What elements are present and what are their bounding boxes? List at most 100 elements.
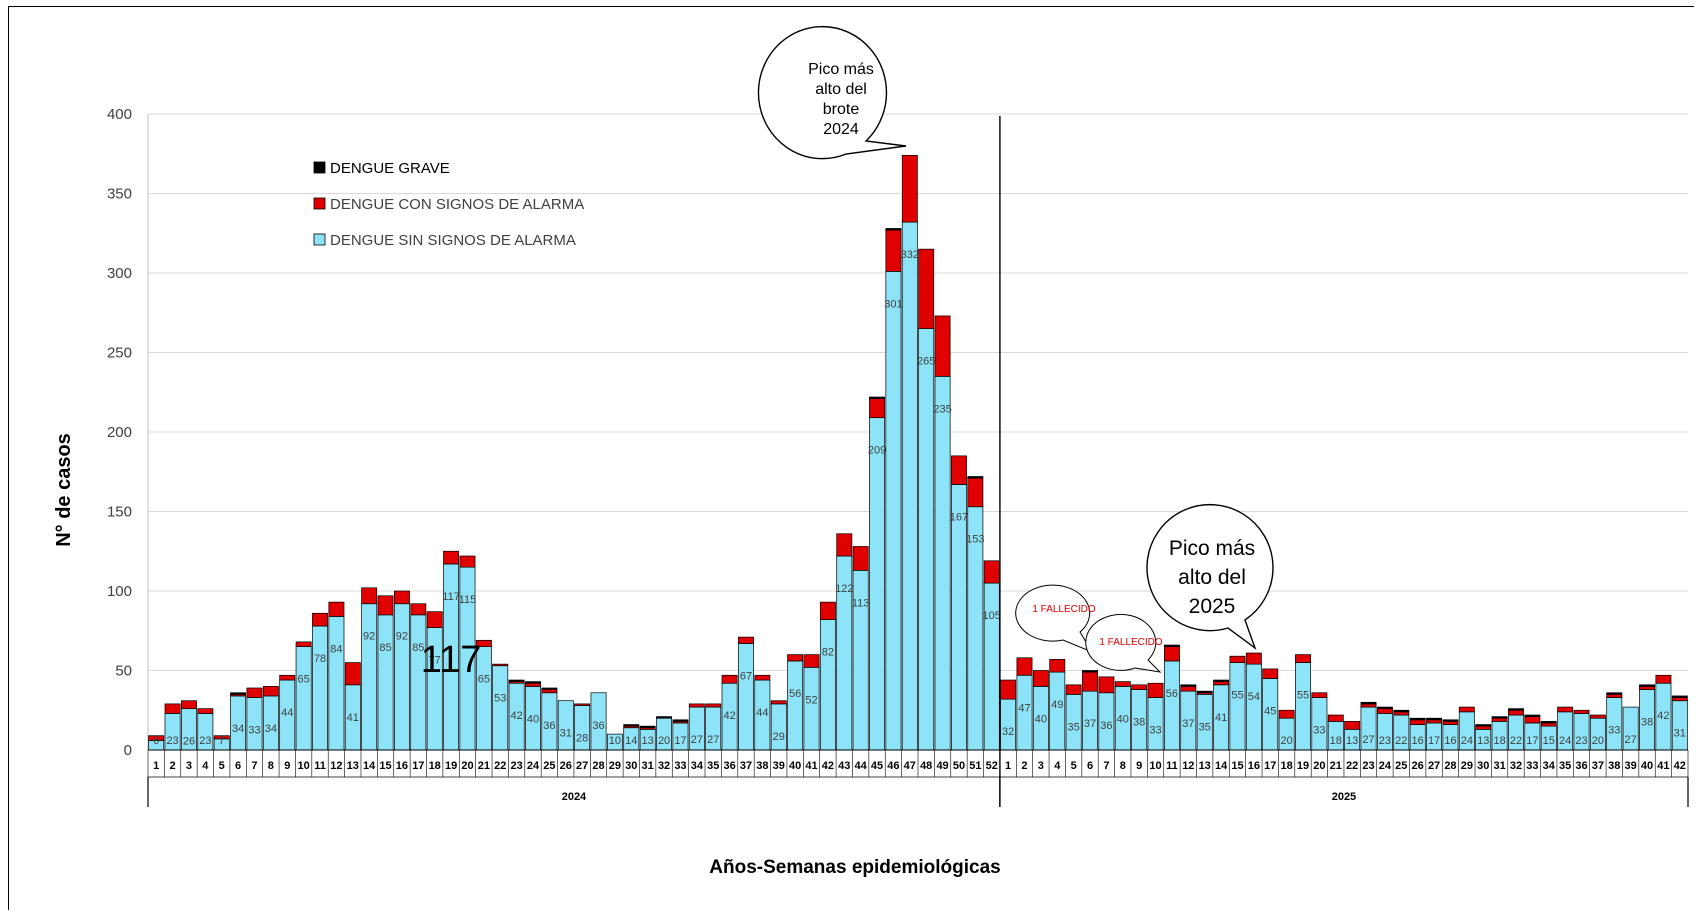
x-tick-label: 10 [1149,760,1161,772]
fallecido-callout: 1 FALLECIDO [1015,584,1096,654]
data-label: 40 [1117,713,1129,725]
bar-segment [344,662,361,686]
x-tick-label: 19 [445,760,457,772]
bar-segment [328,601,345,617]
data-label: 265 [917,356,935,368]
x-tick-label: 9 [284,760,290,772]
data-label: 38 [1641,717,1653,729]
x-tick-label: 23 [1362,760,1374,772]
bar-segment [557,700,574,751]
bar-segment [967,476,984,479]
data-label: 35 [1199,721,1211,733]
data-label: 65 [478,674,490,686]
x-tick-label: 27 [576,760,588,772]
x-tick-label: 47 [904,760,916,772]
data-label: 301 [884,298,902,310]
data-label: 47 [1018,702,1030,714]
data-label: 23 [1575,735,1587,747]
data-label: 22 [1395,735,1407,747]
data-label: 115 [459,594,477,606]
x-tick-label: 15 [1231,760,1243,772]
bar-segment [213,735,230,740]
x-tick-label: 34 [1543,760,1556,772]
x-tick-label: 24 [527,760,540,772]
bar-segment [1032,670,1049,687]
bar-segment [1573,709,1590,714]
x-tick-label: 34 [691,760,704,772]
year-label: 2025 [1332,791,1356,803]
bar-segment [410,603,427,616]
bar-segment [869,396,885,399]
x-tick-label: 19 [1297,760,1309,772]
bar-segment [1393,709,1410,713]
x-tick-label: 18 [1280,760,1292,772]
y-tick-label: 150 [107,504,132,521]
data-label: 23 [1379,735,1391,747]
bar-segment [885,271,902,751]
x-tick-label: 22 [494,760,506,772]
bar-segment [295,646,312,751]
data-label: 209 [868,445,886,457]
legend: DENGUE GRAVE DENGUE CON SIGNOS DE ALARMA D… [313,160,584,249]
data-label: 55 [1231,690,1243,702]
bar-segment [1639,686,1655,690]
bar-segment [1442,719,1459,722]
data-label: 84 [330,643,342,655]
x-tick-label: 8 [268,760,274,772]
bar-segment [967,477,984,508]
x-tick-label: 26 [560,760,572,772]
legend-swatch [313,197,326,210]
x-tick-label: 17 [1264,760,1276,772]
data-label: 18 [1493,735,1505,747]
y-tick-label: 350 [107,186,132,203]
legend-swatch [313,233,326,246]
bar-segment [1016,657,1033,676]
data-label: 42 [510,710,522,722]
bar-segment [1295,654,1311,663]
data-label: 77 [429,655,441,667]
data-label: 17 [1428,735,1440,747]
bar-segment [1278,709,1295,719]
data-label: 85 [412,642,424,654]
x-tick-label: 25 [543,760,555,772]
data-label: 33 [248,725,260,737]
x-tick-label: 7 [251,760,257,772]
bar-segment [1491,716,1508,719]
data-label: 29 [773,731,785,743]
data-label: 16 [1444,735,1456,747]
x-tick-label: 37 [1592,760,1604,772]
callout-text: 2024 [823,121,859,138]
data-label: 36 [1100,720,1112,732]
data-label: 36 [592,720,604,732]
data-label: 14 [625,735,637,747]
data-label: 10 [609,735,621,747]
bar-segment [1327,714,1344,722]
x-tick-label: 29 [1461,760,1473,772]
bar-segment [1082,670,1098,673]
data-label: 82 [822,647,834,659]
data-label: 37 [1182,718,1194,730]
data-label: 31 [560,728,572,740]
bar-segment [1589,714,1606,719]
legend-label: DENGUE CON SIGNOS DE ALARMA [330,196,584,213]
x-tick-label: 11 [1166,760,1178,772]
bar-segment [541,687,558,690]
x-tick-label: 42 [822,760,834,772]
bar-segment [836,533,853,557]
data-label: 54 [1248,691,1260,703]
bar-segment [1360,701,1377,705]
callout-text: alto del [1178,566,1246,589]
bar-segment [1245,663,1262,751]
data-label: 235 [933,403,951,415]
y-tick-label: 200 [107,424,132,441]
bar-segment [1655,674,1672,684]
callout-text: 1 FALLECIDO [1099,637,1163,648]
x-tick-label: 11 [314,760,326,772]
bar-segment [1524,714,1541,717]
bar-segment [787,660,804,751]
bar-segment [1606,692,1623,695]
data-label: 17 [1526,735,1538,747]
data-label: 36 [543,720,555,732]
bar-segment [934,315,951,377]
